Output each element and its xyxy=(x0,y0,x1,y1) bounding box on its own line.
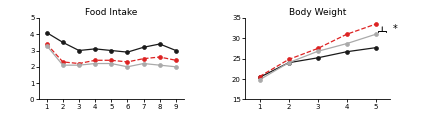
Text: *: * xyxy=(393,24,397,34)
Title: Food Intake: Food Intake xyxy=(85,8,137,17)
Title: Body Weight: Body Weight xyxy=(289,8,346,17)
